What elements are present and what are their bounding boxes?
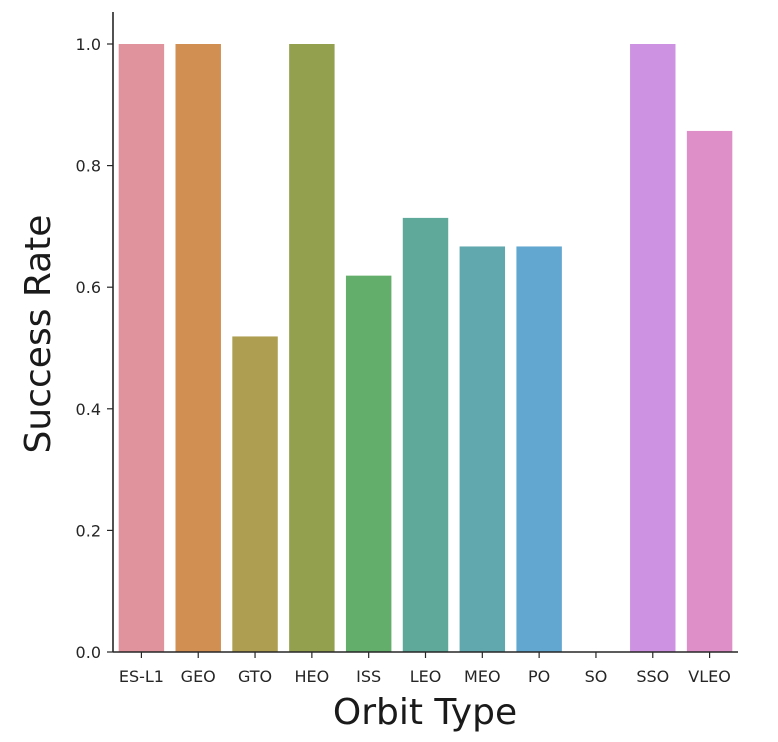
- bar-heo: [289, 44, 335, 652]
- bar-geo: [175, 44, 221, 652]
- y-tick-label: 1.0: [76, 35, 101, 54]
- y-tick-label: 0.6: [76, 278, 101, 297]
- y-axis-title: Success Rate: [18, 215, 59, 454]
- x-tick-label: GTO: [238, 667, 272, 686]
- y-tick-label: 0.2: [76, 521, 101, 540]
- bar-gto: [232, 336, 278, 652]
- y-tick-label: 0.8: [76, 157, 101, 176]
- bar-vleo: [686, 130, 733, 653]
- x-tick-label: GEO: [181, 667, 216, 686]
- x-tick-label: ISS: [356, 667, 381, 686]
- x-tick-label: PO: [528, 667, 550, 686]
- bar-sso: [630, 44, 676, 652]
- y-ticks-group: 0.0 0.2 0.4 0.6 0.8 1.0: [76, 35, 113, 662]
- bar-iss: [345, 275, 392, 652]
- bar-leo: [402, 217, 449, 652]
- y-tick-label: 0.0: [76, 643, 101, 662]
- x-ticks-group: ES-L1 GEO GTO HEO ISS LEO MEO PO SO SSO VLEO: [119, 652, 731, 686]
- bars-group: [118, 44, 733, 653]
- x-tick-label: LEO: [410, 667, 442, 686]
- bar-es-l1: [118, 44, 165, 652]
- x-tick-label: VLEO: [688, 667, 731, 686]
- y-tick-label: 0.4: [76, 400, 101, 419]
- x-tick-label: SO: [585, 667, 608, 686]
- bar-po: [516, 246, 562, 653]
- x-tick-label: HEO: [294, 667, 329, 686]
- x-tick-label: ES-L1: [119, 667, 164, 686]
- x-tick-label: MEO: [464, 667, 501, 686]
- bar-meo: [459, 246, 506, 653]
- x-axis-title: Orbit Type: [333, 692, 517, 733]
- x-tick-label: SSO: [636, 667, 669, 686]
